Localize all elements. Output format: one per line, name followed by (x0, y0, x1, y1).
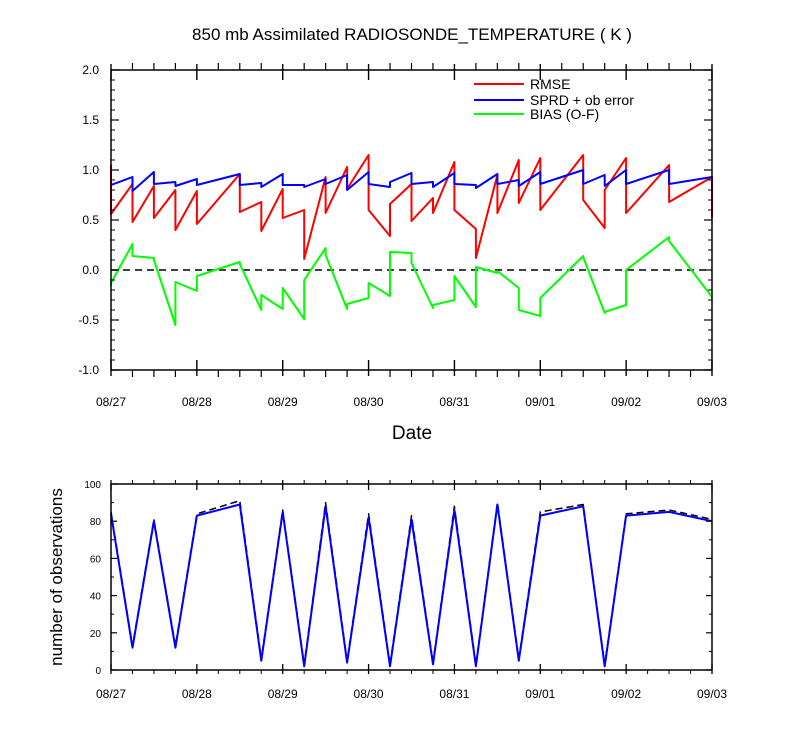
y-tick-label: -0.5 (78, 313, 99, 327)
y-tick-label: 80 (90, 517, 102, 528)
x-tick-label: 09/03 (697, 395, 727, 409)
obs-series-0 (110, 503, 713, 668)
series-line-2 (110, 236, 713, 326)
y-tick-label: 1.5 (82, 113, 99, 127)
obs-series-1 (110, 499, 713, 666)
x-tick-label: 09/01 (525, 687, 555, 701)
y-tick-label: 40 (90, 592, 102, 603)
y-tick-label: 20 (90, 629, 102, 640)
chart-title: 850 mb Assimilated RADIOSONDE_TEMPERATUR… (192, 25, 632, 44)
x-tick-label: 08/28 (182, 395, 212, 409)
series-line-0 (110, 154, 713, 260)
x-tick-label: 08/29 (268, 395, 298, 409)
y-tick-label: -1.0 (78, 363, 99, 377)
x-tick-label: 08/31 (439, 687, 469, 701)
legend-label-1: SPRD + ob error (530, 92, 634, 108)
x-tick-label: 08/28 (182, 687, 212, 701)
x-tick-label: 09/01 (525, 395, 555, 409)
x-tick-label: 09/02 (611, 687, 641, 701)
x-tick-label: 08/29 (268, 687, 298, 701)
y-tick-label: 60 (90, 554, 102, 565)
y-tick-label: 1.0 (82, 163, 99, 177)
legend-label-0: RMSE (530, 76, 570, 92)
top-chart: 850 mb Assimilated RADIOSONDE_TEMPERATUR… (78, 25, 727, 444)
x-axis-label: Date (392, 423, 432, 444)
x-tick-label: 08/30 (354, 687, 384, 701)
y-tick-label: 2.0 (82, 63, 99, 77)
x-tick-label: 08/27 (96, 395, 126, 409)
series-line-1 (110, 169, 713, 192)
y-axis-label: number of observations (47, 488, 66, 666)
legend-label-2: BIAS (O-F) (530, 106, 599, 122)
x-tick-label: 08/27 (96, 687, 126, 701)
y-tick-label: 100 (84, 480, 101, 491)
y-tick-label: 0.0 (82, 263, 99, 277)
x-tick-label: 08/31 (439, 395, 469, 409)
x-tick-label: 09/03 (697, 687, 727, 701)
y-tick-label: 0 (95, 666, 101, 677)
y-tick-label: 0.5 (82, 213, 99, 227)
x-tick-label: 08/30 (354, 395, 384, 409)
x-tick-label: 09/02 (611, 395, 641, 409)
bottom-chart: 0 20 40 60 80 100 08/27 08/28 08/29 08/30 08/31 09… (47, 480, 727, 701)
